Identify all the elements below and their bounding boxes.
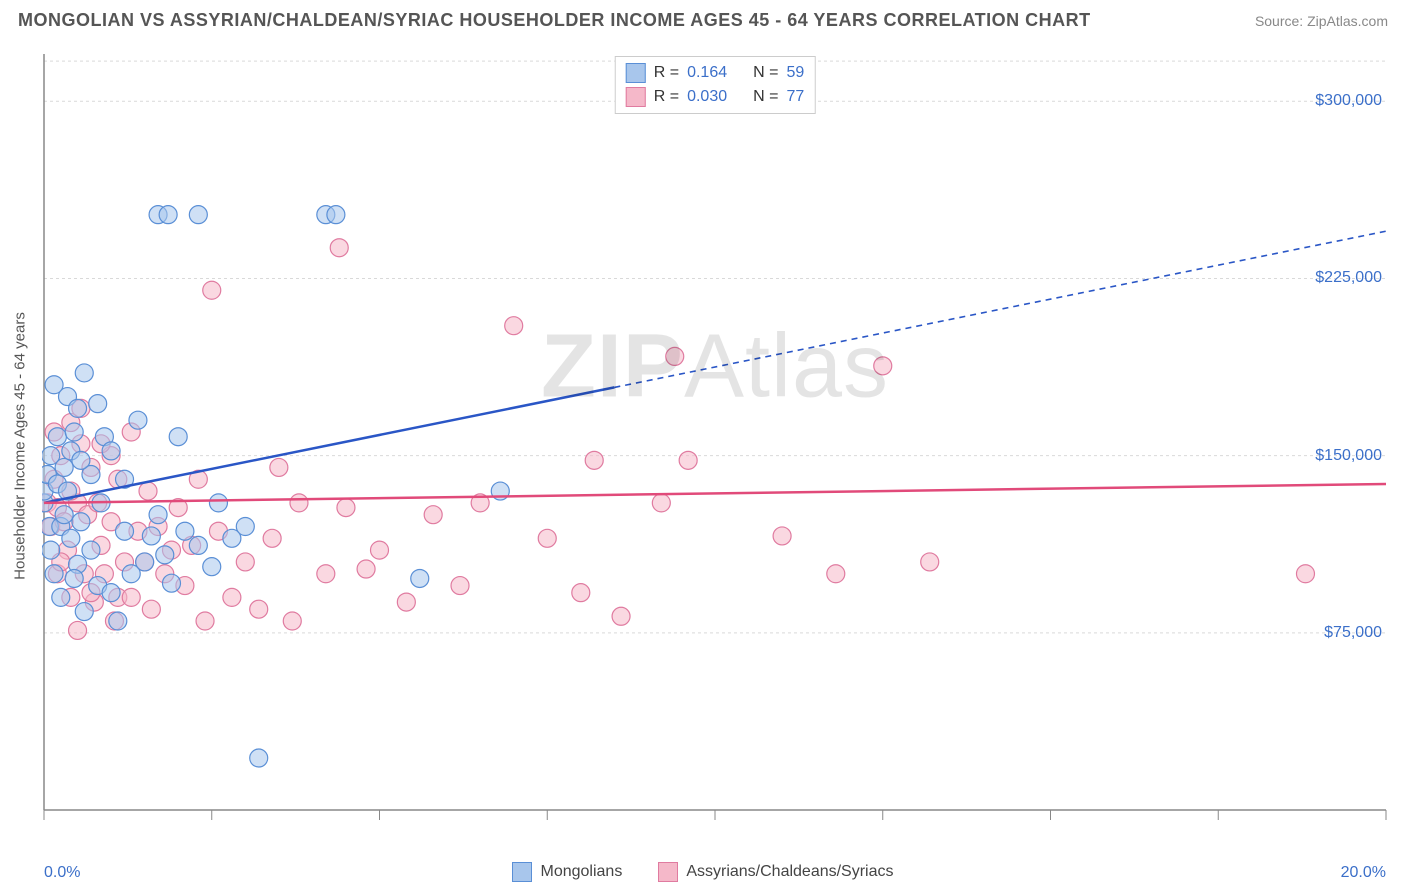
legend-swatch bbox=[658, 862, 678, 882]
series-name: Mongolians bbox=[540, 863, 622, 881]
series-legend-item: Mongolians bbox=[512, 862, 622, 882]
source-label: Source: ZipAtlas.com bbox=[1255, 13, 1388, 29]
legend-swatch bbox=[512, 862, 532, 882]
series-name: Assyrians/Chaldeans/Syriacs bbox=[686, 863, 893, 881]
y-axis-label: Householder Income Ages 45 - 64 years bbox=[12, 312, 29, 580]
legend-swatch bbox=[626, 87, 646, 107]
y-tick-label: $150,000 bbox=[1315, 447, 1382, 465]
chart-title: MONGOLIAN VS ASSYRIAN/CHALDEAN/SYRIAC HO… bbox=[18, 10, 1091, 31]
legend-row: R = 0.030 N = 77 bbox=[626, 85, 805, 109]
series-legend: Mongolians Assyrians/Chaldeans/Syriacs bbox=[0, 862, 1406, 882]
legend-r-value: 0.164 bbox=[687, 61, 727, 85]
plot-area: Householder Income Ages 45 - 64 years R … bbox=[42, 52, 1388, 840]
legend-r-label: R = bbox=[654, 61, 679, 85]
y-tick-label: $225,000 bbox=[1315, 269, 1382, 287]
legend-n-value: 59 bbox=[786, 61, 804, 85]
legend-n-value: 77 bbox=[786, 85, 804, 109]
series-legend-item: Assyrians/Chaldeans/Syriacs bbox=[658, 862, 893, 882]
legend-r-value: 0.030 bbox=[687, 85, 727, 109]
y-tick-label: $75,000 bbox=[1324, 624, 1382, 642]
legend-swatch bbox=[626, 63, 646, 83]
legend-n-label: N = bbox=[753, 61, 778, 85]
legend-row: R = 0.164 N = 59 bbox=[626, 61, 805, 85]
legend-r-label: R = bbox=[654, 85, 679, 109]
y-tick-label: $300,000 bbox=[1315, 92, 1382, 110]
legend-n-label: N = bbox=[753, 85, 778, 109]
correlation-legend: R = 0.164 N = 59 R = 0.030 N = 77 bbox=[615, 56, 816, 114]
